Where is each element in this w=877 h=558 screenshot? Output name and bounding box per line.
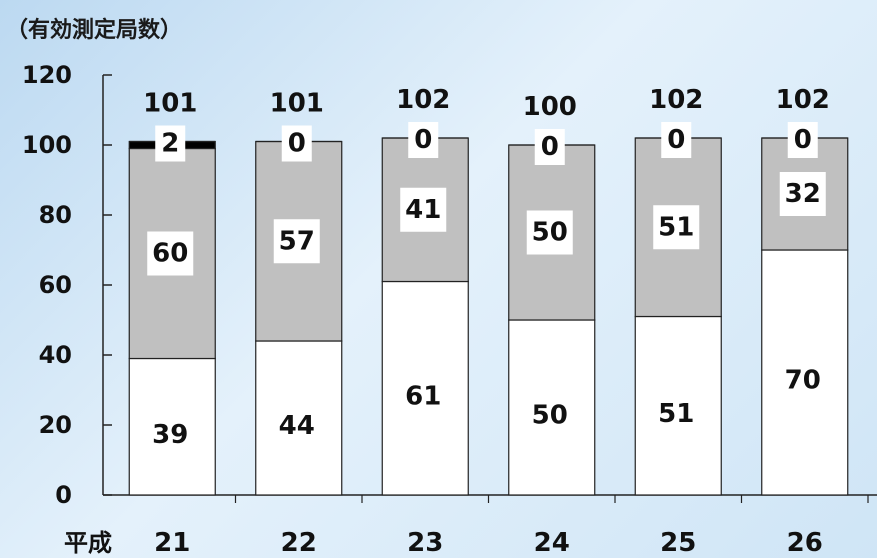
y-tick-label: 0	[55, 481, 72, 509]
data-label-total: 102	[776, 85, 830, 115]
x-tick-label: 21	[154, 528, 190, 558]
data-label-total: 101	[270, 89, 324, 119]
data-label-series-1: 50	[532, 401, 568, 431]
x-tick-label: 22	[281, 528, 317, 558]
data-label-box	[408, 122, 439, 158]
data-label-series-1: 51	[658, 399, 694, 429]
data-label-series-1: 44	[279, 411, 315, 441]
data-label-box	[281, 125, 312, 162]
data-label-total: 100	[523, 92, 577, 122]
data-label-box	[787, 122, 818, 158]
data-label-series-3: 0	[414, 125, 432, 155]
data-label-box	[155, 125, 186, 162]
data-label-series-2: 57	[279, 226, 315, 256]
x-tick-label: 23	[407, 528, 443, 558]
data-label-series-2: 60	[152, 239, 188, 269]
x-tick-label: 24	[534, 528, 570, 558]
data-label-total: 101	[143, 89, 197, 119]
bar-segment-1	[255, 340, 343, 496]
data-label-series-1: 39	[152, 420, 188, 450]
data-label-box	[273, 219, 320, 264]
bar-segment-1	[381, 280, 469, 496]
y-tick-label: 60	[39, 271, 72, 299]
data-label-total: 102	[649, 85, 703, 115]
y-tick-label: 80	[39, 201, 72, 229]
x-tick-label: 26	[787, 528, 823, 558]
data-label-series-3: 0	[794, 125, 812, 155]
y-tick-label: 20	[39, 411, 72, 439]
x-era-label: 平成	[64, 529, 112, 557]
bar-segment-1	[761, 249, 849, 496]
data-label-series-2: 51	[658, 212, 694, 242]
data-label-series-2: 41	[405, 195, 441, 225]
data-label-series-1: 70	[785, 366, 821, 396]
y-axis-unit-label: （有効測定局数）	[6, 18, 183, 43]
data-label-box	[534, 129, 565, 165]
data-label-box	[526, 210, 573, 255]
data-label-box	[779, 172, 826, 216]
data-label-box	[653, 205, 700, 250]
bar-segment-1	[508, 319, 596, 496]
data-label-series-1: 61	[405, 381, 441, 411]
data-label-series-3: 2	[161, 129, 179, 159]
data-label-box	[400, 187, 447, 232]
y-tick-label: 120	[22, 61, 72, 89]
data-label-series-2: 32	[785, 179, 821, 209]
data-label-series-3: 0	[541, 132, 559, 162]
data-label-box	[661, 122, 692, 158]
data-label-series-2: 50	[532, 218, 568, 248]
data-label-total: 102	[396, 85, 450, 115]
bar-segment-1	[634, 315, 722, 496]
y-tick-label: 100	[22, 131, 72, 159]
data-label-box	[147, 231, 194, 276]
data-label-series-3: 0	[288, 129, 306, 159]
x-tick-label: 25	[660, 528, 696, 558]
bar-segment-1	[128, 357, 216, 496]
data-label-series-3: 0	[667, 125, 685, 155]
y-tick-label: 40	[39, 341, 72, 369]
